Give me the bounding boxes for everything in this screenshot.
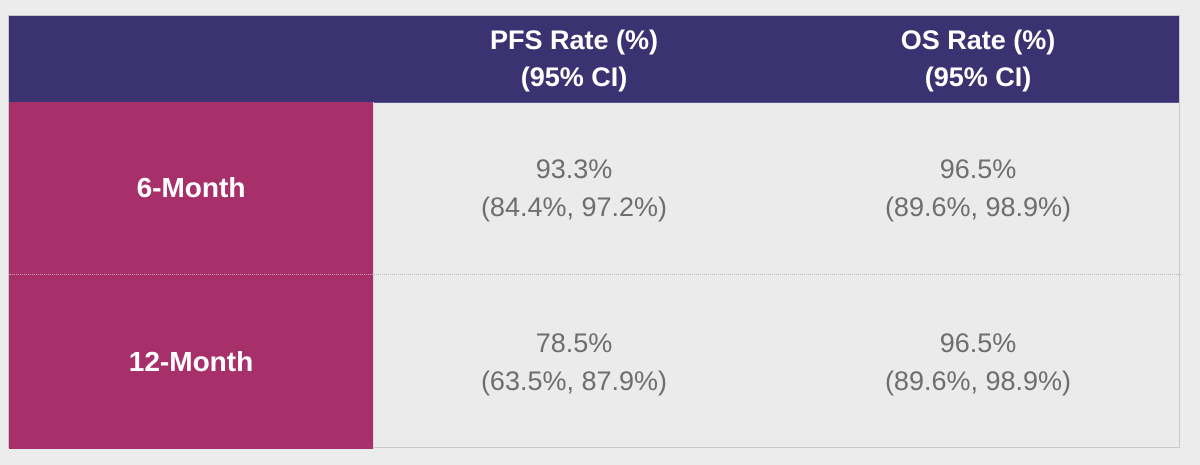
cell-rate: 96.5% [939,154,1017,184]
cell-ci: (89.6%, 98.9%) [884,366,1072,396]
header-pfs-title: PFS Rate (%) [489,25,659,55]
header-os-rate: OS Rate (%) (95% CI) [775,16,1181,102]
column-divider [373,102,374,449]
row-label-text: 6-Month [136,172,246,203]
row-label-text: 12-Month [128,346,254,377]
cell-rate: 96.5% [939,328,1017,358]
cell-ci: (63.5%, 87.9%) [480,366,668,396]
cell-rate: 93.3% [535,154,613,184]
row-divider [373,274,1181,275]
results-table: PFS Rate (%) (95% CI) OS Rate (%) (95% C… [8,15,1181,449]
header-pfs-ci: (95% CI) [520,62,628,92]
cell-ci: (84.4%, 97.2%) [480,192,668,222]
header-pfs-rate: PFS Rate (%) (95% CI) [373,16,775,102]
cell-6-month-os: 96.5% (89.6%, 98.9%) [775,102,1181,274]
header-os-ci: (95% CI) [924,62,1032,92]
row-label-12-month: 12-Month [9,275,373,449]
cell-6-month-pfs: 93.3% (84.4%, 97.2%) [373,102,775,274]
cell-12-month-pfs: 78.5% (63.5%, 87.9%) [373,275,775,449]
cell-rate: 78.5% [535,328,613,358]
table-header-row: PFS Rate (%) (95% CI) OS Rate (%) (95% C… [9,16,1179,103]
cell-ci: (89.6%, 98.9%) [884,192,1072,222]
cell-12-month-os: 96.5% (89.6%, 98.9%) [775,275,1181,449]
header-os-title: OS Rate (%) [900,25,1056,55]
row-label-6-month: 6-Month [9,102,373,275]
